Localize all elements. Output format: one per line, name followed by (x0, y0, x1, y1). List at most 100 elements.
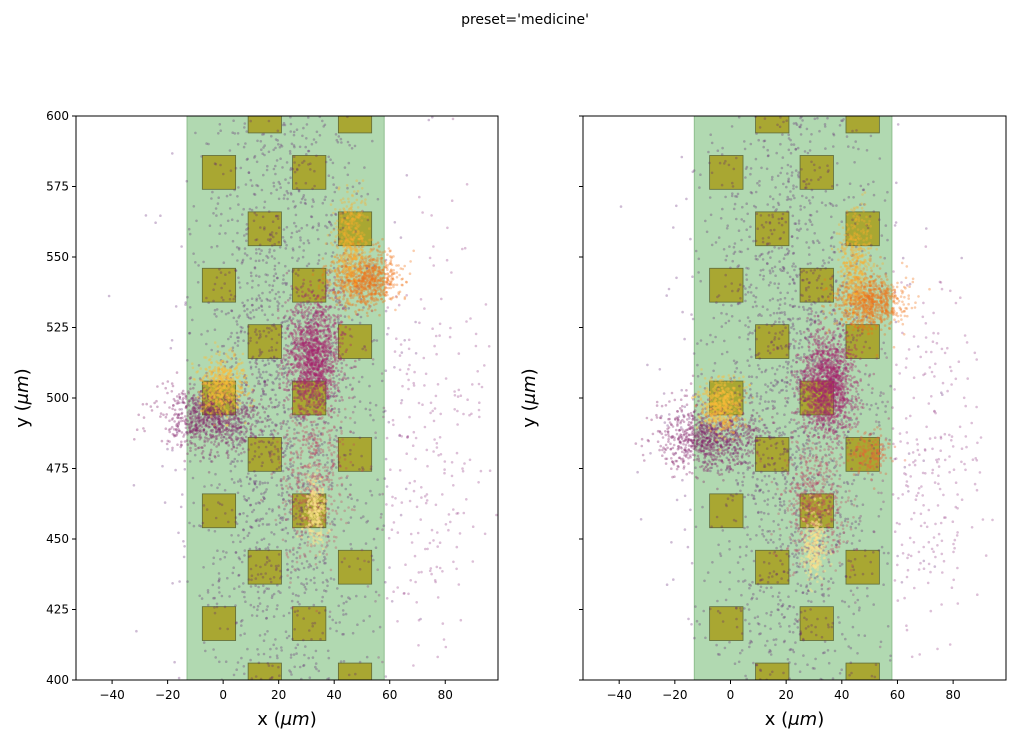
scatter-point (450, 474, 454, 478)
scatter-point (335, 342, 338, 345)
scatter-point (317, 346, 321, 350)
scatter-point (241, 590, 244, 594)
scatter-point (263, 379, 266, 383)
scatter-point (333, 190, 337, 194)
scatter-point (263, 226, 266, 229)
scatter-point (341, 609, 345, 612)
scatter-point (260, 376, 264, 380)
scatter-point (360, 291, 364, 295)
scatter-point (316, 434, 320, 438)
scatter-point (275, 188, 279, 192)
scatter-point (298, 145, 302, 149)
scatter-point (349, 383, 352, 387)
scatter-point (478, 401, 481, 405)
scatter-point (372, 418, 375, 422)
scatter-point (213, 611, 217, 615)
scatter-point (319, 354, 323, 358)
scatter-point (339, 324, 342, 327)
scatter-point (244, 426, 247, 429)
scatter-point (331, 407, 334, 411)
scatter-point (351, 463, 355, 467)
scatter-point (247, 555, 251, 559)
scatter-point (292, 500, 296, 504)
scatter-point (295, 128, 299, 131)
scatter-point (326, 461, 329, 464)
scatter-point (394, 497, 397, 500)
scatter-point (310, 503, 314, 506)
scatter-point (206, 329, 209, 333)
scatter-point (258, 296, 262, 300)
scatter-point (333, 382, 336, 386)
scatter-point (366, 285, 370, 288)
scatter-point (317, 279, 321, 282)
scatter-point (327, 365, 330, 369)
scatter-point (290, 142, 294, 146)
scatter-point (253, 470, 256, 473)
scatter-point (261, 133, 264, 136)
scatter-point (374, 546, 378, 549)
scatter-point (180, 408, 183, 411)
scatter-point (417, 618, 421, 622)
scatter-point (363, 272, 366, 275)
scatter-point (254, 274, 258, 278)
scatter-point (315, 566, 319, 569)
scatter-point (291, 350, 294, 354)
scatter-point (194, 131, 197, 135)
scatter-point (286, 191, 290, 195)
scatter-point (308, 405, 312, 409)
scatter-point (181, 389, 185, 393)
scatter-point (272, 615, 276, 618)
scatter-point (401, 283, 404, 287)
scatter-point (324, 292, 327, 295)
scatter-point (318, 363, 321, 367)
scatter-point (240, 624, 243, 627)
scatter-point (177, 413, 180, 417)
scatter-point (183, 468, 187, 471)
scatter-point (370, 493, 374, 497)
scatter-point (333, 332, 337, 335)
scatter-point (333, 322, 336, 325)
scatter-point (325, 328, 329, 332)
scatter-point (182, 540, 185, 543)
scatter-point (283, 410, 287, 413)
scatter-point (184, 303, 187, 306)
scatter-point (350, 318, 354, 322)
scatter-point (276, 604, 279, 607)
scatter-point (272, 388, 275, 392)
scatter-point (328, 296, 331, 300)
scatter-point (294, 325, 297, 329)
scatter-point (298, 363, 302, 366)
scatter-point (295, 363, 299, 366)
scatter-point (250, 297, 254, 301)
scatter-point (398, 434, 401, 438)
scatter-point (268, 453, 272, 456)
scatter-point (462, 412, 465, 416)
scatter-point (330, 361, 333, 364)
scatter-point (309, 162, 312, 165)
scatter-point (257, 585, 260, 589)
scatter-point (322, 399, 325, 402)
scatter-point (292, 130, 296, 134)
scatter-point (423, 495, 427, 498)
scatter-point (234, 357, 238, 360)
scatter-point (324, 346, 328, 350)
scatter-point (246, 157, 249, 161)
scatter-point (471, 560, 475, 563)
scatter-point (383, 477, 387, 480)
scatter-point (293, 412, 296, 416)
scatter-point (332, 319, 336, 322)
scatter-point (169, 346, 173, 350)
scatter-point (307, 383, 311, 387)
scatter-point (333, 268, 337, 272)
scatter-point (350, 243, 353, 246)
scatter-point (307, 326, 311, 329)
scatter-point (268, 507, 271, 511)
scatter-point (306, 317, 310, 320)
scatter-point (232, 119, 235, 122)
scatter-point (255, 341, 259, 344)
scatter-point (358, 297, 361, 300)
scatter-point (232, 566, 235, 569)
scatter-point (316, 349, 320, 352)
scatter-point (288, 316, 292, 320)
scatter-point (274, 215, 278, 218)
